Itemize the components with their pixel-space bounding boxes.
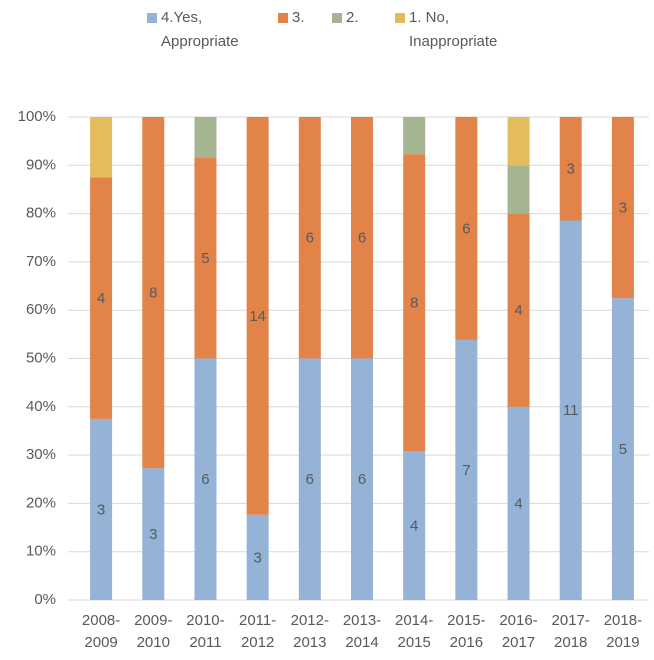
data-label: 6 (358, 471, 366, 488)
legend-item: 3. (278, 6, 332, 30)
y-tick-label: 90% (26, 156, 56, 173)
bar-segment (559, 117, 582, 221)
bar-segment (298, 358, 321, 600)
data-label: 3 (97, 501, 105, 518)
bar-segment (455, 339, 478, 600)
x-tick-label: 2016-2017 (499, 612, 538, 651)
y-tick-label: 50% (26, 349, 56, 366)
bar-segment (507, 165, 530, 214)
bar-segment (194, 117, 217, 158)
legend-label: 4.Yes, Appropriate (161, 9, 239, 50)
bar-segment (455, 117, 478, 340)
data-label: 7 (462, 462, 470, 479)
y-tick-label: 10% (26, 543, 56, 560)
data-label: 4 (97, 290, 105, 307)
legend-label: 3. (292, 9, 305, 26)
data-label: 3 (149, 526, 157, 543)
bar-segment (194, 157, 217, 359)
bar-segment (611, 117, 634, 299)
x-tick-label: 2018-2019 (603, 612, 643, 651)
data-label: 6 (358, 230, 366, 247)
bar-segment (194, 358, 217, 600)
data-label: 8 (410, 295, 418, 312)
data-label: 5 (201, 250, 209, 267)
data-label: 3 (567, 161, 575, 178)
bar-segment (403, 117, 426, 155)
y-tick-label: 100% (18, 108, 56, 125)
data-label: 4 (514, 302, 522, 319)
bar-segment (90, 117, 113, 178)
data-label: 8 (149, 285, 157, 302)
y-tick-label: 0% (34, 591, 56, 608)
legend-label: 2. (346, 9, 359, 26)
bar-segment (142, 468, 165, 600)
data-label: 3 (253, 549, 261, 566)
bar-segment (142, 117, 165, 469)
bar-segment (298, 117, 321, 359)
bar-segment (507, 406, 530, 600)
legend-swatch (332, 13, 342, 23)
bar-segment (403, 451, 426, 600)
legend-item: 4.Yes, Appropriate (147, 6, 271, 54)
data-label: 6 (306, 471, 314, 488)
bar-segment (90, 177, 113, 419)
data-label: 6 (462, 220, 470, 237)
data-label: 14 (249, 308, 266, 325)
y-tick-label: 70% (26, 253, 56, 270)
data-label: 5 (619, 441, 627, 458)
x-tick-label: 2009-2010 (134, 612, 173, 651)
bar-segment (351, 117, 373, 359)
data-label: 6 (201, 471, 209, 488)
legend-label: 1. No, Inappropriate (409, 9, 498, 50)
bar-segment (246, 514, 269, 600)
bar-segment (403, 154, 426, 452)
bar-segment (246, 117, 269, 515)
x-tick-label: 2014-2015 (394, 612, 434, 651)
legend-swatch (278, 13, 288, 23)
x-tick-label: 2010-2011 (186, 612, 225, 651)
y-tick-label: 30% (26, 446, 56, 463)
y-tick-label: 40% (26, 398, 56, 415)
x-tick-label: 2008-2009 (81, 612, 121, 651)
data-label: 11 (563, 402, 579, 419)
data-label: 3 (619, 200, 627, 217)
bar-segment (611, 298, 634, 600)
x-tick-label: 2012-2013 (290, 612, 329, 651)
legend-swatch (395, 13, 405, 23)
legend-item: 1. No, Inappropriate (395, 6, 519, 54)
x-tick-label: 2017-2018 (551, 612, 590, 651)
legend-item: 2. (332, 6, 386, 30)
bar-segment (507, 213, 530, 407)
x-tick-label: 2013-2014 (342, 612, 382, 651)
data-label: 4 (410, 518, 418, 535)
y-tick-label: 20% (26, 494, 56, 511)
data-label: 4 (514, 495, 522, 512)
bar-segment (507, 117, 530, 166)
y-tick-label: 60% (26, 301, 56, 318)
data-label: 6 (306, 230, 314, 247)
bar-segment (559, 220, 582, 600)
legend-swatch (147, 13, 157, 23)
bar-segment (351, 358, 373, 600)
y-tick-label: 80% (26, 205, 56, 222)
bar-segment (90, 418, 113, 600)
x-tick-label: 2011-2012 (238, 612, 277, 651)
x-tick-label: 2015-2016 (447, 612, 486, 651)
